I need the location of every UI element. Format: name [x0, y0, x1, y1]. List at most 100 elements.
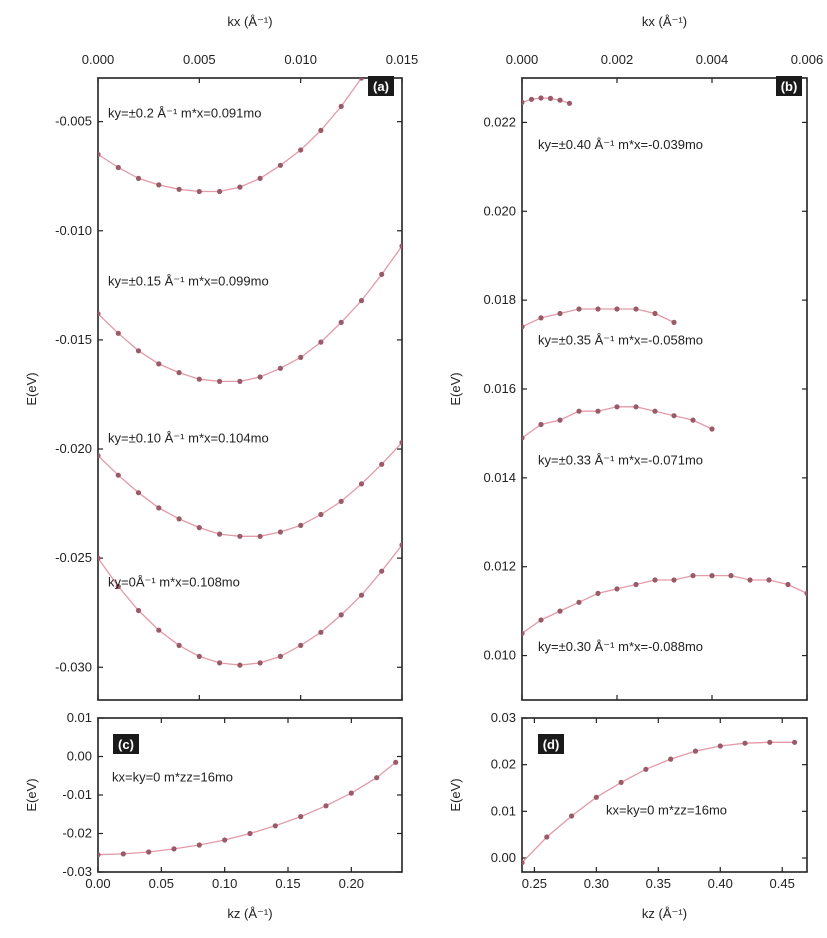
series-annotation: kx=ky=0 m*zz=16mo: [606, 803, 727, 818]
panel-badge-label: (b): [781, 79, 798, 94]
data-point: [557, 310, 563, 317]
panel-b: 0.000 0.002 0.004 0.006 kx (Å⁻¹) 0.022 0.020 0.…: [448, 14, 824, 701]
panel-badge-box: [538, 734, 564, 754]
y-axis-label: E(eV): [448, 778, 463, 811]
series-fit-line: [98, 245, 402, 383]
panel-badge-label: (a): [373, 79, 389, 94]
panel-badge-box: [113, 734, 139, 754]
data-point: [652, 577, 658, 583]
data-point: [196, 653, 202, 660]
data-point: [595, 306, 601, 312]
data-point: [595, 590, 601, 597]
data-point: [318, 511, 324, 518]
data-point: [338, 612, 344, 618]
series-fit-line: [522, 406, 713, 439]
panel-badge-box: [776, 76, 802, 96]
panel-badge-label: (c): [118, 737, 134, 752]
series-fit-line: [522, 741, 795, 864]
data-point: [522, 99, 525, 105]
series-annotation: ky=±0.10 Å⁻¹ m*x=0.104mo: [108, 430, 269, 445]
series-fit-line: [98, 544, 402, 666]
x-axis-label: kz (Å⁻¹): [227, 906, 272, 921]
x-tick-label: 0.006: [791, 52, 824, 67]
data-point: [633, 581, 639, 588]
y-tick-label: 0.018: [483, 292, 516, 307]
x-tick-label: 0.005: [183, 52, 216, 67]
data-point: [217, 660, 223, 666]
data-point: [277, 162, 283, 168]
data-point: [358, 481, 365, 487]
x-tick-label: 0.015: [386, 52, 419, 67]
data-point: [747, 577, 753, 583]
data-point: [379, 461, 385, 467]
data-point: [135, 175, 142, 181]
data-point: [358, 78, 365, 81]
series-annotation: ky=±0.2 Å⁻¹ m*x=0.091mo: [108, 105, 261, 120]
series-annotation: ky=0Å⁻¹ m*x=0.108mo: [108, 575, 240, 590]
y-tick-label: -0.02: [62, 826, 92, 841]
data-point: [576, 306, 582, 312]
y-tick-label: -0.025: [55, 550, 92, 565]
data-point: [120, 851, 126, 857]
x-tick-label: 0.40: [708, 876, 733, 891]
data-point: [569, 813, 575, 819]
data-point: [257, 175, 263, 181]
data-point: [98, 311, 101, 317]
x-tick-label: 0.00: [85, 876, 110, 891]
plot-frame: [521, 717, 808, 873]
data-point: [358, 592, 365, 598]
data-point: [156, 627, 162, 633]
data-point: [217, 531, 223, 537]
data-point: [217, 188, 223, 195]
x-tick-label: 0.20: [339, 876, 364, 891]
data-point: [237, 533, 243, 539]
y-tick-label: 0.02: [491, 757, 516, 772]
data-point: [399, 542, 402, 548]
data-point: [522, 324, 525, 330]
data-point: [135, 348, 142, 354]
data-point: [643, 766, 649, 772]
x-tick-label: 0.002: [601, 52, 634, 67]
x-tick-label: 0.15: [275, 876, 300, 891]
data-point: [257, 660, 263, 666]
plot-area: [98, 759, 399, 858]
data-point: [146, 849, 152, 855]
data-point: [522, 435, 525, 441]
data-point: [237, 662, 243, 668]
data-point: [692, 748, 699, 754]
data-point: [115, 583, 121, 590]
data-point: [717, 743, 723, 749]
y-tick-label: -0.005: [55, 114, 92, 129]
data-point: [171, 846, 177, 852]
x-tick-label: 0.05: [149, 876, 174, 891]
data-point: [115, 472, 121, 478]
y-axis-label: E(eV): [448, 372, 463, 405]
series-fit-line: [522, 308, 675, 328]
data-point: [393, 759, 399, 765]
y-tick-label: -0.030: [55, 659, 92, 674]
data-point: [338, 319, 344, 325]
data-point: [323, 803, 329, 809]
y-tick-label: 0.020: [483, 203, 516, 218]
panel-d: 0.25 0.30 0.35 0.40 0.45 kz (Å⁻¹) 0.03 0.02 0.01…: [448, 710, 808, 921]
series-annotation: ky=±0.30 Å⁻¹ m*x=-0.088mo: [538, 639, 703, 654]
data-point: [652, 310, 658, 317]
data-point: [593, 794, 599, 800]
data-point: [538, 95, 544, 101]
y-tick-label: -0.01: [62, 787, 92, 802]
data-point: [277, 653, 283, 660]
data-point: [538, 421, 544, 428]
data-point: [668, 756, 674, 762]
panel-a: 0.000 0.005 0.010 0.015 kx (Å⁻¹) -0.005 -0.010…: [24, 14, 419, 701]
data-point: [792, 739, 798, 745]
data-point: [257, 533, 263, 539]
data-point: [618, 779, 624, 786]
x-axis-label: kz (Å⁻¹): [642, 906, 687, 921]
data-point: [135, 607, 142, 614]
x-tick-label: 0.45: [770, 876, 795, 891]
data-point: [358, 298, 365, 304]
data-point: [222, 837, 228, 843]
data-point: [98, 852, 101, 858]
y-axis-label: E(eV): [24, 372, 39, 405]
